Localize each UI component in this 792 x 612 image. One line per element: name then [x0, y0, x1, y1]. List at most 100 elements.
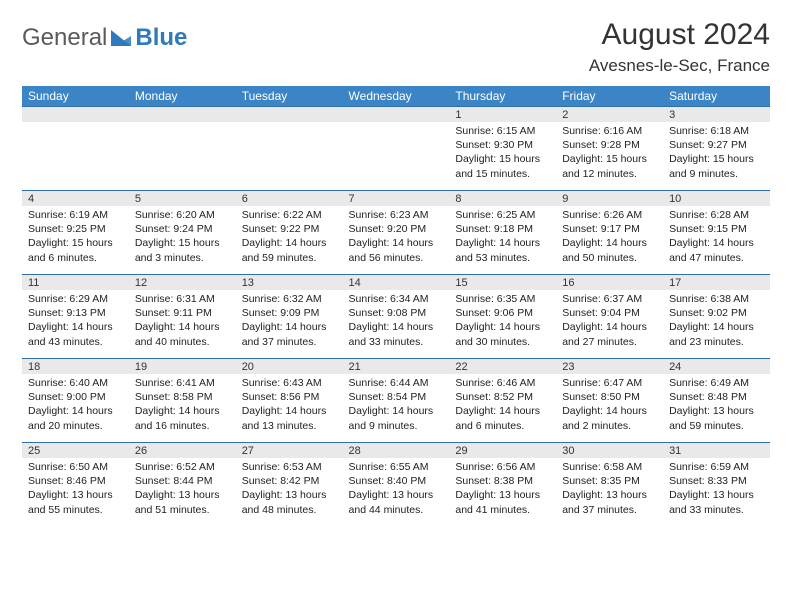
sunrise-text: Sunrise: 6:22 AM [242, 208, 337, 222]
brand-word-1: General [22, 24, 107, 52]
day-number: 14 [343, 274, 450, 290]
sunset-text: Sunset: 8:35 PM [562, 474, 657, 488]
calendar-day-cell: 4Sunrise: 6:19 AMSunset: 9:25 PMDaylight… [22, 190, 129, 274]
month-title: August 2024 [589, 18, 770, 52]
daylight-text: Daylight: 13 hours and 55 minutes. [28, 488, 123, 516]
location-text: Avesnes-le-Sec, France [589, 56, 770, 76]
calendar-week: 4Sunrise: 6:19 AMSunset: 9:25 PMDaylight… [22, 190, 770, 274]
day-number: 26 [129, 442, 236, 458]
sunset-text: Sunset: 8:58 PM [135, 390, 230, 404]
brand-word-2: Blue [135, 24, 187, 52]
daylight-text: Daylight: 13 hours and 59 minutes. [669, 404, 764, 432]
day-number: 17 [663, 274, 770, 290]
day-detail: Sunrise: 6:56 AMSunset: 8:38 PMDaylight:… [449, 458, 556, 523]
day-detail: Sunrise: 6:26 AMSunset: 9:17 PMDaylight:… [556, 206, 663, 271]
calendar-day-cell: 17Sunrise: 6:38 AMSunset: 9:02 PMDayligh… [663, 274, 770, 358]
sunset-text: Sunset: 9:22 PM [242, 222, 337, 236]
daylight-text: Daylight: 14 hours and 53 minutes. [455, 236, 550, 264]
sunset-text: Sunset: 9:24 PM [135, 222, 230, 236]
daylight-text: Daylight: 13 hours and 41 minutes. [455, 488, 550, 516]
sunrise-text: Sunrise: 6:41 AM [135, 376, 230, 390]
calendar-day-cell: 26Sunrise: 6:52 AMSunset: 8:44 PMDayligh… [129, 442, 236, 526]
day-detail: Sunrise: 6:18 AMSunset: 9:27 PMDaylight:… [663, 122, 770, 187]
day-detail: Sunrise: 6:22 AMSunset: 9:22 PMDaylight:… [236, 206, 343, 271]
sunrise-text: Sunrise: 6:59 AM [669, 460, 764, 474]
day-number: 9 [556, 190, 663, 206]
sunset-text: Sunset: 9:09 PM [242, 306, 337, 320]
sunset-text: Sunset: 9:18 PM [455, 222, 550, 236]
day-number: 28 [343, 442, 450, 458]
sunrise-text: Sunrise: 6:38 AM [669, 292, 764, 306]
calendar-day-cell: 7Sunrise: 6:23 AMSunset: 9:20 PMDaylight… [343, 190, 450, 274]
dow-sunday: Sunday [22, 86, 129, 106]
sunrise-text: Sunrise: 6:20 AM [135, 208, 230, 222]
dow-monday: Monday [129, 86, 236, 106]
daylight-text: Daylight: 14 hours and 9 minutes. [349, 404, 444, 432]
day-detail: Sunrise: 6:15 AMSunset: 9:30 PMDaylight:… [449, 122, 556, 187]
day-detail: Sunrise: 6:25 AMSunset: 9:18 PMDaylight:… [449, 206, 556, 271]
daylight-text: Daylight: 14 hours and 16 minutes. [135, 404, 230, 432]
daylight-text: Daylight: 15 hours and 15 minutes. [455, 152, 550, 180]
day-detail: Sunrise: 6:47 AMSunset: 8:50 PMDaylight:… [556, 374, 663, 439]
calendar-day-cell: 12Sunrise: 6:31 AMSunset: 9:11 PMDayligh… [129, 274, 236, 358]
day-detail: Sunrise: 6:16 AMSunset: 9:28 PMDaylight:… [556, 122, 663, 187]
sunset-text: Sunset: 9:13 PM [28, 306, 123, 320]
sunrise-text: Sunrise: 6:34 AM [349, 292, 444, 306]
sunset-text: Sunset: 9:17 PM [562, 222, 657, 236]
calendar-day-cell: 8Sunrise: 6:25 AMSunset: 9:18 PMDaylight… [449, 190, 556, 274]
brand-logo: General Blue [22, 24, 187, 52]
sunset-text: Sunset: 8:56 PM [242, 390, 337, 404]
calendar-day-cell: 10Sunrise: 6:28 AMSunset: 9:15 PMDayligh… [663, 190, 770, 274]
calendar-day-cell: 24Sunrise: 6:49 AMSunset: 8:48 PMDayligh… [663, 358, 770, 442]
dow-thursday: Thursday [449, 86, 556, 106]
day-number: 21 [343, 358, 450, 374]
calendar-day-cell: 3Sunrise: 6:18 AMSunset: 9:27 PMDaylight… [663, 106, 770, 190]
sunrise-text: Sunrise: 6:56 AM [455, 460, 550, 474]
day-number: 4 [22, 190, 129, 206]
day-detail: Sunrise: 6:19 AMSunset: 9:25 PMDaylight:… [22, 206, 129, 271]
sunrise-text: Sunrise: 6:32 AM [242, 292, 337, 306]
day-number: 13 [236, 274, 343, 290]
sunrise-text: Sunrise: 6:23 AM [349, 208, 444, 222]
day-detail: Sunrise: 6:44 AMSunset: 8:54 PMDaylight:… [343, 374, 450, 439]
sunset-text: Sunset: 9:11 PM [135, 306, 230, 320]
day-number: 19 [129, 358, 236, 374]
calendar-day-cell: 9Sunrise: 6:26 AMSunset: 9:17 PMDaylight… [556, 190, 663, 274]
sunset-text: Sunset: 8:38 PM [455, 474, 550, 488]
day-detail: Sunrise: 6:40 AMSunset: 9:00 PMDaylight:… [22, 374, 129, 439]
calendar-day-cell: 21Sunrise: 6:44 AMSunset: 8:54 PMDayligh… [343, 358, 450, 442]
calendar-day-cell: 28Sunrise: 6:55 AMSunset: 8:40 PMDayligh… [343, 442, 450, 526]
day-number: 8 [449, 190, 556, 206]
sunset-text: Sunset: 8:50 PM [562, 390, 657, 404]
calendar-day-cell: 25Sunrise: 6:50 AMSunset: 8:46 PMDayligh… [22, 442, 129, 526]
daylight-text: Daylight: 14 hours and 30 minutes. [455, 320, 550, 348]
daylight-text: Daylight: 14 hours and 33 minutes. [349, 320, 444, 348]
sunset-text: Sunset: 9:28 PM [562, 138, 657, 152]
daylight-text: Daylight: 14 hours and 27 minutes. [562, 320, 657, 348]
day-number: 6 [236, 190, 343, 206]
day-detail: Sunrise: 6:53 AMSunset: 8:42 PMDaylight:… [236, 458, 343, 523]
day-detail: Sunrise: 6:46 AMSunset: 8:52 PMDaylight:… [449, 374, 556, 439]
calendar-day-cell [236, 106, 343, 190]
calendar-day-cell: 6Sunrise: 6:22 AMSunset: 9:22 PMDaylight… [236, 190, 343, 274]
day-detail [129, 122, 236, 184]
calendar-table: Sunday Monday Tuesday Wednesday Thursday… [22, 86, 770, 526]
day-detail: Sunrise: 6:29 AMSunset: 9:13 PMDaylight:… [22, 290, 129, 355]
sunset-text: Sunset: 9:30 PM [455, 138, 550, 152]
daylight-text: Daylight: 14 hours and 23 minutes. [669, 320, 764, 348]
sunset-text: Sunset: 9:27 PM [669, 138, 764, 152]
sunset-text: Sunset: 8:44 PM [135, 474, 230, 488]
sunrise-text: Sunrise: 6:40 AM [28, 376, 123, 390]
daylight-text: Daylight: 13 hours and 51 minutes. [135, 488, 230, 516]
sunset-text: Sunset: 8:40 PM [349, 474, 444, 488]
calendar-week: 11Sunrise: 6:29 AMSunset: 9:13 PMDayligh… [22, 274, 770, 358]
day-number: 5 [129, 190, 236, 206]
daylight-text: Daylight: 13 hours and 33 minutes. [669, 488, 764, 516]
daylight-text: Daylight: 13 hours and 44 minutes. [349, 488, 444, 516]
sunrise-text: Sunrise: 6:18 AM [669, 124, 764, 138]
sunset-text: Sunset: 8:33 PM [669, 474, 764, 488]
daylight-text: Daylight: 13 hours and 37 minutes. [562, 488, 657, 516]
day-number [129, 106, 236, 122]
sunrise-text: Sunrise: 6:15 AM [455, 124, 550, 138]
calendar-day-cell [343, 106, 450, 190]
